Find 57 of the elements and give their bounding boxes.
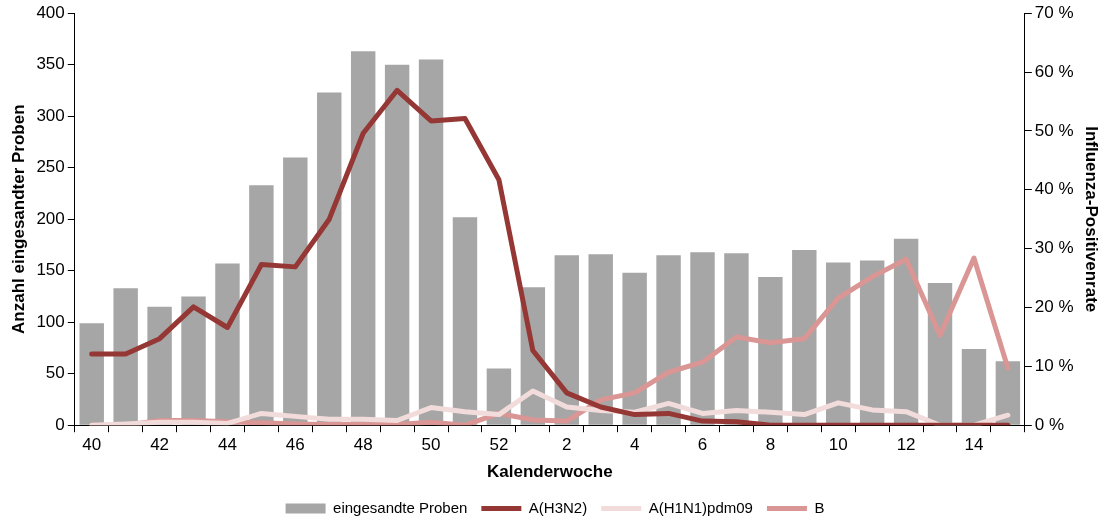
y2-tick-label: 50 % — [1034, 120, 1074, 140]
y-tick-label: 350 — [36, 54, 65, 74]
y2-tick-label: 70 % — [1034, 2, 1074, 22]
bar — [622, 272, 647, 425]
y-tick-label: 400 — [36, 2, 65, 22]
bar — [961, 348, 987, 425]
y2-tick-label: 60 % — [1034, 61, 1074, 81]
bar — [384, 64, 410, 425]
legend-label: A(H3N2) — [528, 498, 588, 516]
y2-tick-label: 20 % — [1034, 297, 1074, 317]
x-tick-label: 48 — [353, 435, 373, 455]
y-axis-title: Anzahl eingesandter Proben — [8, 104, 28, 334]
y2-tick-label: 0 % — [1034, 414, 1065, 434]
x-tick-label: 44 — [218, 435, 237, 455]
bar — [826, 262, 851, 425]
bar — [995, 361, 1021, 425]
y2-axis-title: Influenza-Positivenrate — [1082, 126, 1102, 313]
y-tick-label: 50 — [45, 363, 65, 383]
x-tick-label: 10 — [828, 435, 848, 455]
legend-label: eingesandte Proben — [333, 498, 468, 516]
y-tick-label: 250 — [36, 157, 65, 177]
bar — [690, 252, 715, 425]
bar — [452, 217, 478, 425]
bar — [792, 250, 817, 425]
y-tick-label: 200 — [36, 208, 65, 228]
y2-tick-label: 40 % — [1034, 179, 1074, 199]
bar — [588, 254, 613, 425]
legend-label: A(H1N1)pdm09 — [648, 498, 753, 516]
x-tick-label: 46 — [285, 435, 305, 455]
bar — [758, 276, 783, 425]
bar — [724, 253, 749, 425]
x-tick-label: 12 — [896, 435, 916, 455]
x-tick-label: 40 — [82, 435, 102, 455]
y-tick-label: 300 — [36, 105, 65, 125]
bar — [859, 260, 885, 425]
bar — [893, 238, 919, 425]
y2-tick-label: 10 % — [1034, 356, 1074, 376]
x-tick-label: 50 — [421, 435, 441, 455]
x-tick-label: 8 — [765, 435, 776, 455]
bar — [79, 323, 104, 425]
x-tick-label: 4 — [629, 435, 640, 455]
bar — [113, 288, 138, 425]
bar — [317, 92, 342, 425]
bar — [656, 255, 681, 425]
y-tick-label: 0 — [55, 414, 65, 434]
x-axis-title: Kalenderwoche — [486, 462, 613, 482]
bar — [283, 157, 308, 425]
y2-tick-label: 30 % — [1034, 238, 1074, 258]
bar — [215, 263, 240, 425]
y-tick-label: 100 — [36, 311, 65, 331]
y-tick-label: 150 — [36, 260, 65, 280]
x-tick-label: 2 — [562, 435, 572, 455]
x-tick-label: 52 — [489, 435, 509, 455]
x-tick-label: 14 — [964, 435, 984, 455]
legend-label: B — [814, 498, 825, 516]
x-tick-label: 6 — [697, 435, 708, 455]
x-tick-label: 42 — [150, 435, 170, 455]
